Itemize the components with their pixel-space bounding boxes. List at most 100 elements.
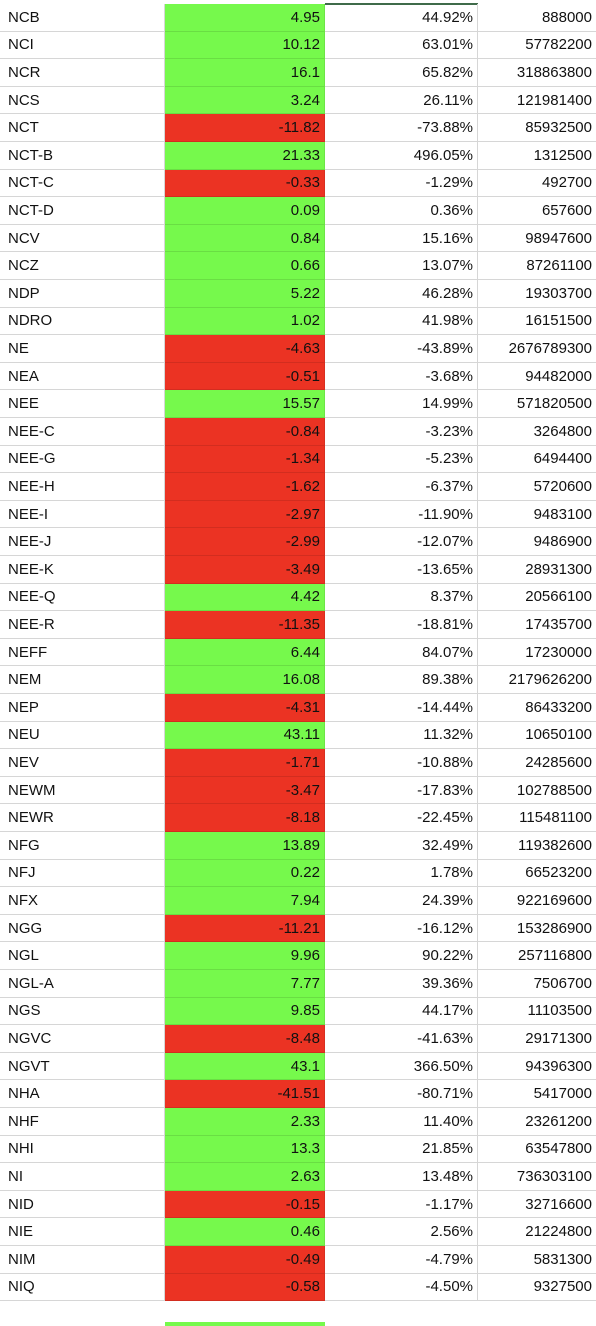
change-cell[interactable]: 7.77 — [165, 970, 325, 998]
percent-change-cell[interactable]: 65.82% — [325, 59, 478, 87]
volume-cell[interactable]: 24285600 — [478, 749, 596, 777]
change-cell[interactable]: 10.12 — [165, 31, 325, 60]
percent-change-cell[interactable]: -12.07% — [325, 528, 478, 556]
volume-cell[interactable]: 85932500 — [478, 114, 596, 142]
volume-cell[interactable]: 119382600 — [478, 832, 596, 860]
ticker-cell[interactable]: NHF — [0, 1108, 165, 1136]
volume-cell[interactable]: 10650100 — [478, 722, 596, 750]
ticker-cell[interactable]: NFG — [0, 832, 165, 860]
volume-cell[interactable]: 98947600 — [478, 225, 596, 253]
volume-cell[interactable]: 153286900 — [478, 915, 596, 943]
change-cell[interactable]: 2.63 — [165, 1163, 325, 1191]
ticker-cell[interactable]: NEE-I — [0, 500, 165, 529]
change-cell[interactable]: 4.95 — [165, 4, 325, 32]
ticker-cell[interactable]: NEE-R — [0, 611, 165, 639]
change-cell[interactable]: -0.58 — [165, 1273, 325, 1302]
ticker-cell[interactable]: NEA — [0, 362, 165, 391]
percent-change-cell[interactable]: -3.68% — [325, 362, 478, 391]
volume-cell[interactable]: 94396300 — [478, 1053, 596, 1081]
percent-change-cell[interactable]: 21.85% — [325, 1135, 478, 1164]
change-cell[interactable]: 1.02 — [165, 307, 325, 336]
percent-change-cell[interactable]: 2.56% — [325, 1218, 478, 1246]
ticker-cell[interactable]: NEP — [0, 694, 165, 722]
percent-change-cell[interactable]: 0.36% — [325, 197, 478, 225]
volume-cell[interactable]: 6494400 — [478, 446, 596, 474]
ticker-cell[interactable]: NCR — [0, 59, 165, 87]
percent-change-cell[interactable]: 89.38% — [325, 666, 478, 694]
volume-cell[interactable]: 257116800 — [478, 942, 596, 970]
change-cell[interactable]: -3.49 — [165, 556, 325, 584]
volume-cell[interactable]: 86433200 — [478, 694, 596, 722]
volume-cell[interactable]: 63547800 — [478, 1136, 596, 1164]
change-cell[interactable]: 6.44 — [165, 638, 325, 667]
change-cell[interactable]: 9.85 — [165, 997, 325, 1026]
percent-change-cell[interactable]: 39.36% — [325, 970, 478, 998]
ticker-cell[interactable]: NGG — [0, 914, 165, 943]
change-cell[interactable]: 0.84 — [165, 224, 325, 253]
change-cell[interactable]: 4.42 — [165, 583, 325, 612]
percent-change-cell[interactable]: 13.48% — [325, 1163, 478, 1191]
volume-cell[interactable]: 16151500 — [478, 308, 596, 336]
ticker-cell[interactable]: NCI — [0, 31, 165, 60]
percent-change-cell[interactable]: 11.32% — [325, 721, 478, 750]
change-cell[interactable]: 5.22 — [165, 280, 325, 308]
ticker-cell[interactable]: NEWM — [0, 776, 165, 805]
percent-change-cell[interactable]: 11.40% — [325, 1108, 478, 1136]
percent-change-cell[interactable]: -11.90% — [325, 500, 478, 529]
change-cell[interactable]: 16.1 — [165, 59, 325, 87]
volume-cell[interactable]: 17230000 — [478, 639, 596, 667]
change-cell[interactable]: -4.31 — [165, 694, 325, 722]
ticker-cell[interactable]: NGL-A — [0, 970, 165, 998]
volume-cell[interactable]: 115481100 — [478, 804, 596, 832]
volume-cell[interactable]: 17435700 — [478, 611, 596, 639]
percent-change-cell[interactable]: 44.92% — [325, 4, 478, 32]
volume-cell[interactable]: 57782200 — [478, 32, 596, 60]
change-cell[interactable]: 3.24 — [165, 86, 325, 115]
ticker-cell[interactable]: NID — [0, 1190, 165, 1219]
volume-cell[interactable]: 20566100 — [478, 584, 596, 612]
ticker-cell[interactable]: NGVC — [0, 1025, 165, 1053]
percent-change-cell[interactable]: 366.50% — [325, 1052, 478, 1081]
percent-change-cell[interactable]: 24.39% — [325, 887, 478, 915]
change-cell[interactable]: -1.62 — [165, 473, 325, 501]
ticker-cell[interactable]: NCT — [0, 114, 165, 142]
ticker-cell[interactable]: NEE-K — [0, 556, 165, 584]
ticker-cell[interactable]: NFX — [0, 887, 165, 915]
ticker-cell[interactable]: NCS — [0, 86, 165, 115]
ticker-cell[interactable]: NCB — [0, 4, 165, 32]
change-cell[interactable]: -4.63 — [165, 335, 325, 363]
volume-cell[interactable]: 571820500 — [478, 390, 596, 418]
volume-cell[interactable]: 9486900 — [478, 528, 596, 556]
ticker-cell[interactable]: NEE-C — [0, 418, 165, 446]
change-cell[interactable]: -0.15 — [165, 1190, 325, 1219]
ticker-cell[interactable]: NEE — [0, 390, 165, 418]
percent-change-cell[interactable]: -1.17% — [325, 1190, 478, 1219]
ticker-cell[interactable]: NEWR — [0, 804, 165, 832]
percent-change-cell[interactable]: -18.81% — [325, 611, 478, 639]
ticker-cell[interactable]: NHI — [0, 1135, 165, 1164]
change-cell[interactable]: -41.51 — [165, 1080, 325, 1108]
volume-cell[interactable]: 5417000 — [478, 1080, 596, 1108]
change-cell[interactable]: -0.33 — [165, 169, 325, 198]
ticker-cell[interactable]: NEE-G — [0, 445, 165, 474]
volume-cell[interactable]: 121981400 — [478, 87, 596, 115]
percent-change-cell[interactable]: 26.11% — [325, 86, 478, 115]
volume-cell[interactable]: 318863800 — [478, 59, 596, 87]
change-cell[interactable]: -1.71 — [165, 749, 325, 777]
change-cell[interactable]: 9.96 — [165, 942, 325, 970]
ticker-cell[interactable]: NHA — [0, 1080, 165, 1108]
percent-change-cell[interactable]: 41.98% — [325, 307, 478, 336]
volume-cell[interactable]: 657600 — [478, 197, 596, 225]
ticker-cell[interactable]: NEM — [0, 666, 165, 694]
percent-change-cell[interactable]: -3.23% — [325, 418, 478, 446]
change-cell[interactable]: -0.84 — [165, 418, 325, 446]
percent-change-cell[interactable]: 63.01% — [325, 31, 478, 60]
change-cell[interactable]: -2.99 — [165, 528, 325, 556]
ticker-cell[interactable]: NEE-J — [0, 528, 165, 556]
percent-change-cell[interactable]: -73.88% — [325, 114, 478, 142]
ticker-cell[interactable]: NIE — [0, 1218, 165, 1246]
change-cell[interactable]: 15.57 — [165, 390, 325, 418]
volume-cell[interactable]: 888000 — [478, 4, 596, 32]
percent-change-cell[interactable]: -17.83% — [325, 776, 478, 805]
